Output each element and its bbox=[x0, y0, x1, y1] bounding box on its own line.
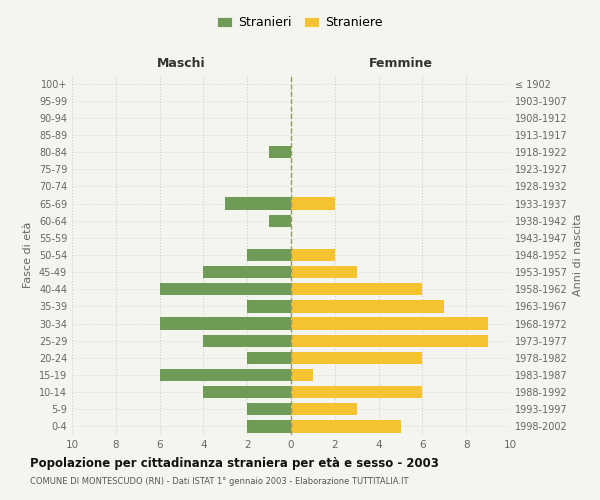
Bar bbox=[247, 403, 291, 415]
Bar bbox=[291, 266, 357, 278]
Bar bbox=[291, 386, 422, 398]
Text: Maschi: Maschi bbox=[157, 57, 206, 70]
Bar bbox=[291, 249, 335, 261]
Bar bbox=[247, 352, 291, 364]
Y-axis label: Fasce di età: Fasce di età bbox=[23, 222, 33, 288]
Bar bbox=[160, 369, 291, 381]
Bar bbox=[291, 369, 313, 381]
Bar bbox=[247, 300, 291, 312]
Bar bbox=[269, 146, 291, 158]
Text: Popolazione per cittadinanza straniera per età e sesso - 2003: Popolazione per cittadinanza straniera p… bbox=[30, 458, 439, 470]
Bar bbox=[203, 386, 291, 398]
Bar bbox=[291, 300, 445, 312]
Bar bbox=[247, 420, 291, 432]
Bar bbox=[291, 198, 335, 209]
Bar bbox=[291, 420, 401, 432]
Bar bbox=[203, 266, 291, 278]
Bar bbox=[226, 198, 291, 209]
Bar bbox=[269, 214, 291, 227]
Bar bbox=[291, 318, 488, 330]
Bar bbox=[247, 249, 291, 261]
Text: Femmine: Femmine bbox=[368, 57, 433, 70]
Y-axis label: Anni di nascita: Anni di nascita bbox=[573, 214, 583, 296]
Text: COMUNE DI MONTESCUDO (RN) - Dati ISTAT 1° gennaio 2003 - Elaborazione TUTTITALIA: COMUNE DI MONTESCUDO (RN) - Dati ISTAT 1… bbox=[30, 478, 409, 486]
Legend: Stranieri, Straniere: Stranieri, Straniere bbox=[212, 11, 388, 34]
Bar bbox=[291, 352, 422, 364]
Bar bbox=[291, 334, 488, 347]
Bar bbox=[160, 318, 291, 330]
Bar bbox=[160, 283, 291, 296]
Bar bbox=[291, 403, 357, 415]
Bar bbox=[291, 283, 422, 296]
Bar bbox=[203, 334, 291, 347]
